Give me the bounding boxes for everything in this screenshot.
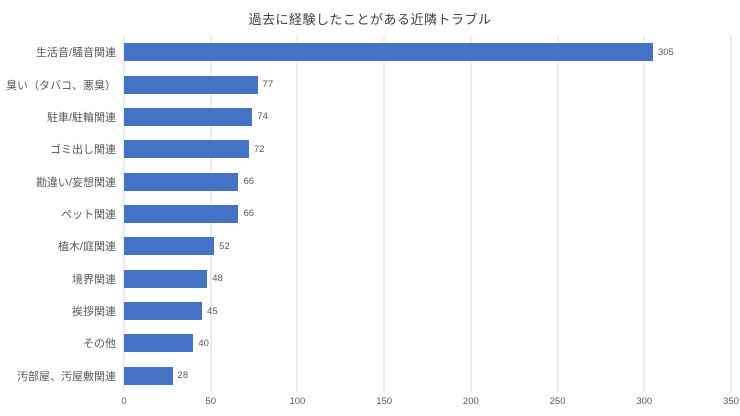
bar-row: 74 (124, 101, 731, 133)
bars-group: 305 77 74 72 66 66 52 48 45 40 28 (124, 36, 731, 392)
bar (124, 237, 215, 256)
value-label: 66 (243, 176, 255, 188)
category-label: ゴミ出し関連 (50, 144, 116, 157)
category-axis: 生活音/騒音関連臭い（タバコ、悪臭） 駐車/駐輪関連 ゴミ出し関連勘違い/妄想関連ペ… (0, 36, 116, 392)
category-label: 植木/庭関連 (57, 241, 116, 254)
bar-row: 66 (124, 165, 731, 197)
bar (124, 172, 239, 191)
bar-row: 28 (124, 360, 731, 392)
value-label: 66 (243, 208, 255, 220)
x-tick-label: 200 (462, 396, 479, 407)
gridline (557, 36, 559, 392)
bar (124, 43, 653, 62)
bar (124, 269, 208, 288)
value-label: 74 (257, 111, 268, 123)
bar-row: 66 (124, 198, 731, 230)
value-label: 28 (177, 370, 189, 382)
bar (124, 204, 239, 223)
category-label: その他 (83, 338, 116, 351)
bar (124, 75, 258, 94)
value-label: 77 (262, 79, 274, 91)
value-label: 40 (198, 337, 209, 349)
category-label: 勘違い/妄想関連 (35, 176, 116, 189)
bar-row: 305 (124, 36, 731, 68)
plot-area: 305 77 74 72 66 66 52 48 45 40 28 (123, 36, 732, 392)
x-tick-label: 250 (549, 396, 566, 407)
value-label: 72 (253, 143, 265, 155)
bar-row: 48 (124, 263, 731, 295)
x-tick-label: 300 (636, 396, 653, 407)
bar-row: 45 (124, 295, 731, 327)
category-label: 挨拶関連 (72, 306, 116, 319)
category-label: 生活音/騒音関連 (35, 47, 116, 60)
category-label: 臭い（タバコ、悪臭） (6, 79, 116, 92)
bar (124, 334, 194, 353)
category-label: ペット関連 (61, 208, 116, 221)
bar (124, 302, 203, 321)
value-label: 48 (212, 273, 223, 285)
value-label: 52 (219, 240, 230, 252)
gridline (383, 36, 385, 392)
x-tick-label: 50 (205, 396, 216, 407)
x-tick-label: 0 (121, 396, 127, 407)
value-label: 305 (657, 46, 674, 58)
x-tick-label: 350 (723, 396, 739, 407)
x-tick-label: 100 (289, 396, 306, 407)
category-label: 駐車/駐輪関連 (46, 111, 116, 124)
bar (124, 366, 173, 385)
bar (124, 140, 249, 159)
value-label: 45 (207, 305, 218, 317)
bar-row: 40 (124, 327, 731, 359)
bar-row: 77 (124, 68, 731, 100)
gridline (296, 36, 298, 392)
bar (124, 107, 253, 126)
bar-row: 72 (124, 133, 731, 165)
gridline (470, 36, 472, 392)
chart-title: 過去に経験したことがある近隣トラブル (248, 12, 492, 27)
category-label: 境界関連 (72, 273, 116, 286)
category-label: 汚部屋、汚屋敷関連 (17, 370, 116, 383)
gridline (730, 36, 732, 392)
gridline (643, 36, 645, 392)
value-axis: 0 50 100 150 200 250 300 350 (121, 396, 739, 410)
x-tick-label: 150 (376, 396, 393, 407)
bar-row: 52 (124, 230, 731, 262)
